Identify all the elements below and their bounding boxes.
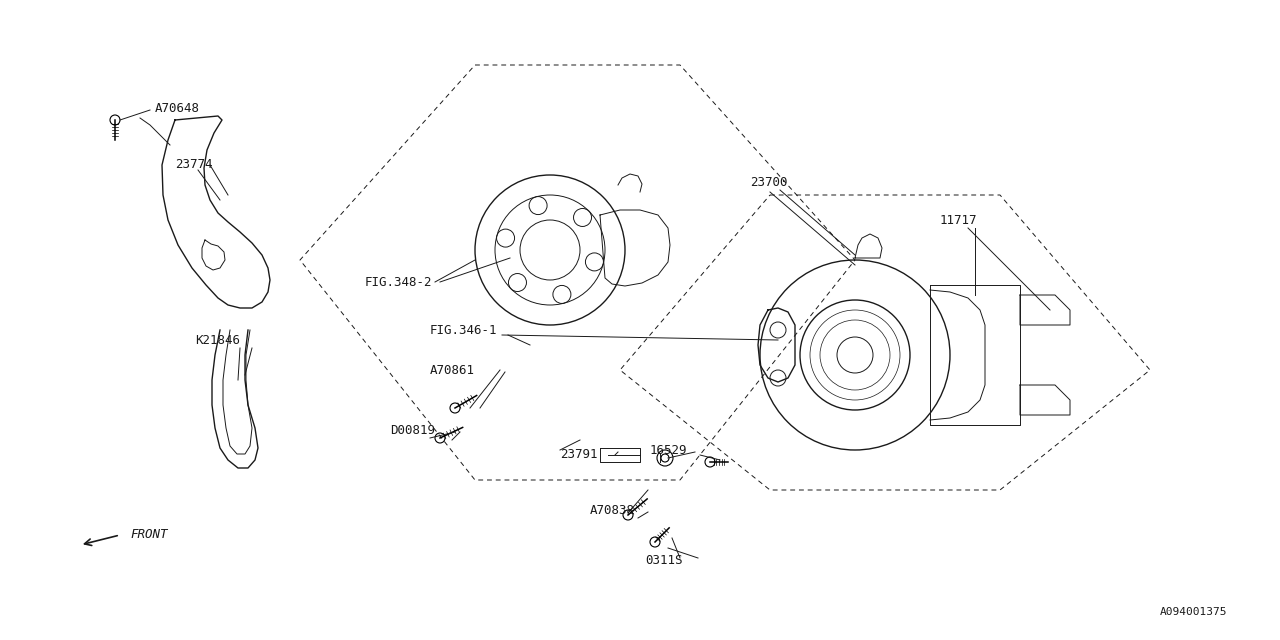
Text: K21846: K21846 xyxy=(195,333,241,346)
Text: FRONT: FRONT xyxy=(131,529,168,541)
Text: A70838: A70838 xyxy=(590,504,635,516)
Text: 0311S: 0311S xyxy=(645,554,682,566)
Text: 23774: 23774 xyxy=(175,159,212,172)
Text: 23791: 23791 xyxy=(561,449,598,461)
Text: D00819: D00819 xyxy=(390,424,435,436)
Text: A70648: A70648 xyxy=(155,102,200,115)
Text: 11717: 11717 xyxy=(940,214,978,227)
Text: 16529: 16529 xyxy=(650,444,687,456)
Text: FIG.346-1: FIG.346-1 xyxy=(430,323,498,337)
Text: A70861: A70861 xyxy=(430,364,475,376)
Text: A094001375: A094001375 xyxy=(1160,607,1228,617)
Text: FIG.348-2: FIG.348-2 xyxy=(365,275,433,289)
Text: 23700: 23700 xyxy=(750,175,787,189)
